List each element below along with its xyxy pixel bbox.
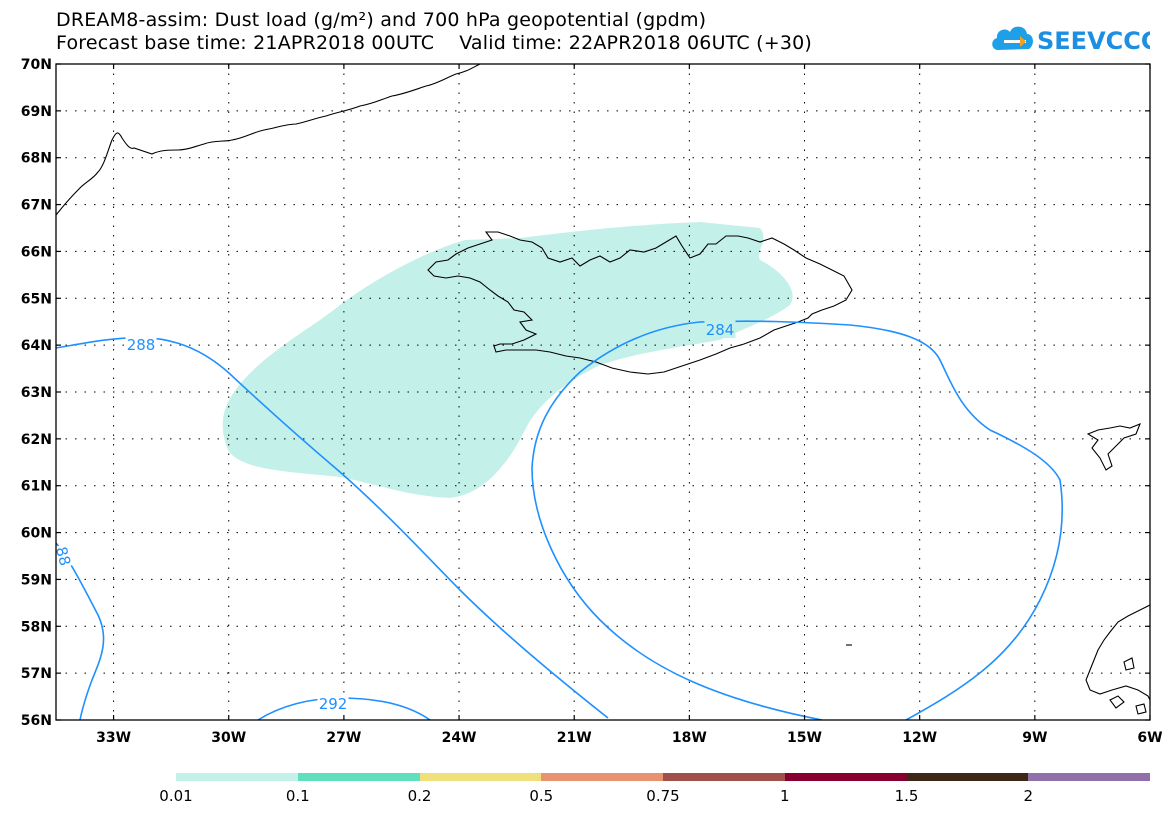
- colorbar-label: 1: [779, 787, 790, 805]
- lat-label: 60N: [21, 526, 52, 542]
- map-frame-bg: [56, 64, 1150, 720]
- cloud-icon: [992, 26, 1033, 50]
- colorbar-label: 0.01: [159, 787, 193, 805]
- contour-label-292: 292: [317, 694, 349, 713]
- lon-label: 33W: [96, 730, 131, 746]
- lat-label: 64N: [21, 338, 52, 354]
- colorbar-segment: [297, 773, 420, 781]
- colorbar-segment: [419, 773, 542, 781]
- colorbar-label: 0.5: [529, 787, 554, 805]
- colorbar-segment: [784, 773, 907, 781]
- svg-text:88: 88: [52, 545, 74, 568]
- map-title: DREAM8-assim: Dust load (g/m²) and 700 h…: [56, 9, 707, 31]
- svg-text:288: 288: [127, 336, 156, 354]
- lat-label: 65N: [21, 291, 52, 307]
- lat-label: 63N: [21, 385, 52, 401]
- lat-label: 67N: [21, 198, 52, 214]
- axis-ticks: [56, 63, 1151, 721]
- latitude-labels: 70N 69N 68N 67N 66N 65N 64N 63N 62N 61N 60N 59N 58N 5…: [21, 57, 52, 729]
- contour-labels: 288 284 292 88: [52, 320, 736, 713]
- lon-label: 30W: [211, 730, 246, 746]
- lon-label: 15W: [787, 730, 822, 746]
- scotland-islands: [1109, 657, 1147, 715]
- colorbar-label: 0.75: [646, 787, 680, 805]
- lat-label: 58N: [21, 619, 52, 635]
- colorbar-segment: [176, 773, 298, 781]
- colorbar-segment: [541, 773, 663, 781]
- contour-label-284: 284: [704, 320, 736, 339]
- lon-label: 18W: [672, 730, 707, 746]
- iceland-coast: [427, 231, 853, 375]
- colorbar-label: 1.5: [894, 787, 919, 805]
- seevccc-logo: SEEVCCC: [992, 26, 1150, 55]
- contour-label-288: 288: [125, 335, 157, 354]
- lon-label: 27W: [326, 730, 361, 746]
- valid-time: Valid time: 22APR2018 06UTC (+30): [459, 32, 813, 54]
- svg-text:292: 292: [319, 695, 348, 713]
- lon-label: 24W: [442, 730, 477, 746]
- contour-88-left: [56, 542, 105, 720]
- logo-text: SEEVCCC: [1037, 27, 1150, 55]
- lat-label: 62N: [21, 432, 52, 448]
- lat-label: 59N: [21, 572, 52, 588]
- lat-label: 68N: [21, 151, 52, 167]
- colorbar-segment: [906, 773, 1029, 781]
- lon-label: 6W: [1137, 730, 1162, 746]
- lat-label: 61N: [21, 479, 52, 495]
- colorbar-label: 0.1: [285, 787, 310, 805]
- colorbar-segment: [1028, 773, 1150, 781]
- forecast-base-time: Forecast base time: 21APR2018 00UTC: [56, 32, 435, 54]
- colorbar-segment: [663, 773, 785, 781]
- colorbar-label: 0.2: [407, 787, 432, 805]
- map-subtitle: Forecast base time: 21APR2018 00UTC Vali…: [56, 33, 812, 53]
- coastlines: [56, 64, 1150, 715]
- lon-label: 9W: [1022, 730, 1047, 746]
- scotland-coast: [1085, 604, 1150, 701]
- lat-label: 57N: [21, 666, 52, 682]
- lon-label: 12W: [902, 730, 937, 746]
- lat-label: 70N: [21, 57, 52, 73]
- greenland-coast: [56, 64, 481, 216]
- lat-label: 69N: [21, 104, 52, 120]
- svg-text:284: 284: [706, 321, 735, 339]
- lat-label: 66N: [21, 244, 52, 260]
- lon-label: 21W: [557, 730, 592, 746]
- lat-label: 56N: [21, 713, 52, 729]
- contour-label-88: 88: [52, 543, 76, 569]
- colorbar-label: 2: [1023, 787, 1034, 805]
- longitude-labels: 33W 30W 27W 24W 21W 18W 15W 12W 9W 6W: [96, 730, 1162, 746]
- dust-load-area: [222, 222, 793, 498]
- faroe-islands-coast: [1086, 423, 1141, 471]
